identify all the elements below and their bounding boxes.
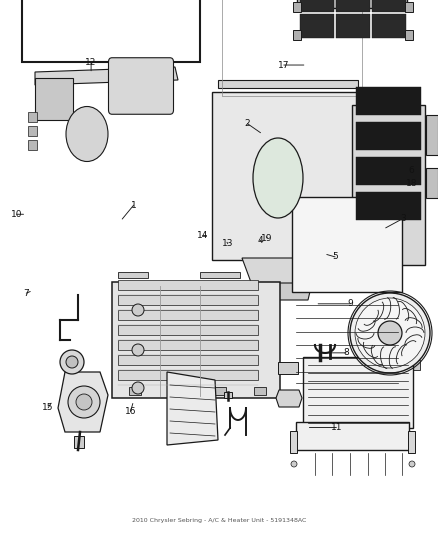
Bar (118, 295, 258, 305)
Text: 18: 18 (406, 180, 417, 188)
Bar (426, 168, 438, 198)
Text: 6: 6 (409, 166, 415, 175)
Bar (118, 325, 258, 335)
Ellipse shape (132, 304, 144, 316)
Text: 4: 4 (258, 237, 263, 245)
Ellipse shape (60, 350, 84, 374)
Ellipse shape (409, 461, 415, 467)
Bar (293, 30, 301, 40)
Text: 2010 Chrysler Sebring - A/C & Heater Unit - 5191348AC: 2010 Chrysler Sebring - A/C & Heater Uni… (132, 519, 306, 523)
Text: 12: 12 (85, 59, 97, 67)
Text: 15: 15 (42, 403, 54, 412)
Text: 5: 5 (332, 253, 338, 261)
Bar (278, 362, 298, 374)
Polygon shape (303, 357, 413, 428)
Bar (336, 0, 370, 12)
Bar (28, 126, 37, 136)
Text: 3: 3 (400, 214, 406, 223)
Text: 1: 1 (131, 201, 137, 209)
Text: 19: 19 (261, 234, 273, 243)
Bar (290, 431, 297, 453)
Polygon shape (242, 258, 340, 285)
Text: 16: 16 (125, 407, 136, 416)
Bar (118, 370, 258, 380)
Bar (405, 360, 420, 370)
Bar (222, 0, 362, 96)
Bar (200, 272, 240, 278)
Bar (372, 0, 406, 12)
Text: 13: 13 (222, 239, 233, 248)
FancyBboxPatch shape (109, 58, 173, 114)
Bar (28, 112, 37, 122)
Bar (300, 14, 334, 38)
Bar (169, 387, 181, 395)
Ellipse shape (350, 293, 430, 373)
Ellipse shape (66, 107, 108, 161)
Text: 9: 9 (347, 300, 353, 308)
Bar (296, 422, 409, 450)
Bar (254, 387, 266, 395)
Bar (118, 280, 258, 290)
Polygon shape (112, 282, 280, 398)
Bar (365, 360, 380, 370)
Polygon shape (212, 92, 378, 260)
Bar (350, 387, 364, 393)
Bar (118, 340, 258, 350)
Text: 10: 10 (11, 210, 22, 219)
Bar (426, 115, 438, 155)
Ellipse shape (68, 386, 100, 418)
Text: 7: 7 (23, 289, 29, 297)
Text: 2: 2 (245, 119, 250, 128)
Bar (293, 2, 301, 12)
Bar (408, 431, 415, 453)
Bar (297, 0, 407, 8)
Bar (214, 387, 226, 395)
Bar (356, 157, 421, 185)
Ellipse shape (355, 298, 425, 368)
Bar (372, 14, 406, 38)
Bar (118, 272, 148, 278)
Polygon shape (167, 372, 218, 445)
Bar (336, 14, 370, 38)
Bar (129, 387, 141, 395)
Bar (405, 30, 413, 40)
Ellipse shape (132, 382, 144, 394)
Polygon shape (276, 390, 302, 407)
Text: 17: 17 (278, 61, 290, 69)
Bar (356, 192, 421, 220)
Bar (28, 140, 37, 150)
Text: 14: 14 (197, 231, 208, 240)
Bar (74, 436, 84, 448)
Bar (35, 78, 73, 120)
Ellipse shape (253, 138, 303, 218)
Bar (300, 0, 334, 12)
Polygon shape (58, 372, 108, 432)
Bar (292, 197, 402, 292)
Bar (118, 310, 258, 320)
Polygon shape (352, 105, 425, 265)
Text: 11: 11 (331, 423, 342, 432)
Text: 8: 8 (343, 349, 349, 357)
Bar (405, 2, 413, 12)
Polygon shape (268, 283, 312, 300)
Bar (356, 87, 421, 115)
Bar (118, 355, 258, 365)
Ellipse shape (132, 344, 144, 356)
Ellipse shape (378, 321, 402, 345)
Bar (224, 392, 232, 398)
Bar (22, 0, 200, 62)
Polygon shape (35, 67, 178, 85)
Bar (346, 382, 368, 397)
Ellipse shape (66, 356, 78, 368)
Bar (356, 122, 421, 150)
Ellipse shape (76, 394, 92, 410)
Bar (218, 80, 358, 88)
Ellipse shape (291, 461, 297, 467)
